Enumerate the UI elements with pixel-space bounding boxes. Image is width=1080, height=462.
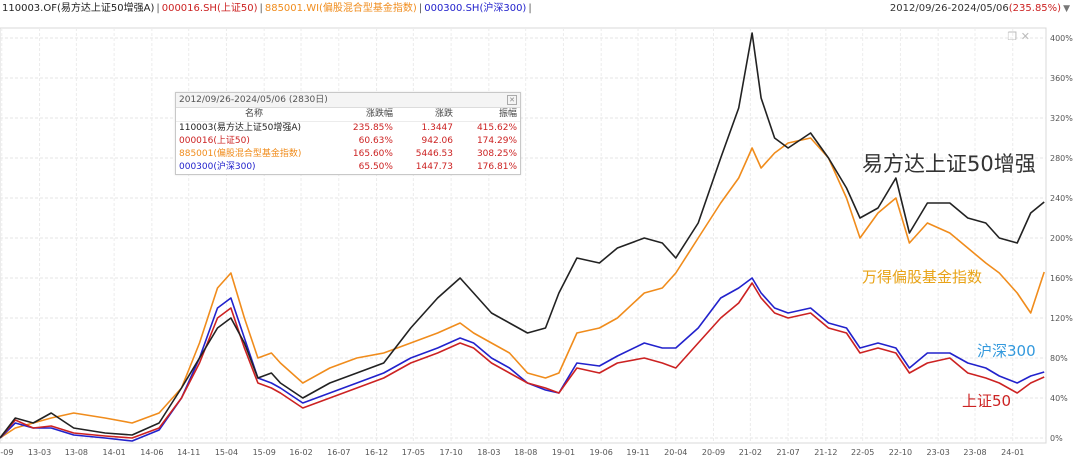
series-line xyxy=(0,32,1045,439)
x-tick-label: 16-02 xyxy=(289,448,312,457)
chart-window-controls: ❐ ✕ xyxy=(1007,30,1030,43)
x-tick-label: 14-11 xyxy=(177,448,200,457)
x-tick-label: 12-09 xyxy=(0,448,13,457)
row-name: 885001(偏股混合型基金指数) xyxy=(179,149,302,159)
x-tick-label: 23-03 xyxy=(927,448,950,457)
row-change: 1.3447 xyxy=(421,123,454,133)
row-amplitude: 415.62% xyxy=(476,123,517,133)
y-tick-label: 240% xyxy=(1050,194,1073,203)
legend-item-110003[interactable]: 110003.OF(易方达上证50增强A) xyxy=(2,3,155,14)
table-row[interactable]: 000300(沪深300) 65.50% 1447.73 176.81% xyxy=(176,161,520,174)
date-range-text: 2012/09/26-2024/05/06 xyxy=(889,3,1009,14)
y-tick-label: 0% xyxy=(1050,434,1063,443)
x-tick-label: 14-06 xyxy=(140,448,163,457)
row-name: 000016(上证50) xyxy=(179,136,250,146)
annotation-csi300: 沪深300 xyxy=(977,342,1036,360)
stats-panel: 2012/09/26-2024/05/06 (2830日) ✕ 名称 涨跌幅 涨… xyxy=(175,92,521,175)
annotation-fund: 易方达上证50增强 xyxy=(862,152,1036,176)
x-tick-label: 17-05 xyxy=(402,448,425,457)
date-range-selector[interactable]: 2012/09/26-2024/05/06(235.85%) ▼ xyxy=(890,0,1070,18)
y-tick-label: 400% xyxy=(1050,34,1073,43)
plot-area xyxy=(0,27,1047,444)
x-tick-label: 13-03 xyxy=(28,448,51,457)
x-tick-label: 17-10 xyxy=(439,448,462,457)
col-change: 涨跌 xyxy=(395,108,457,122)
y-tick-label: 120% xyxy=(1050,314,1073,323)
date-range-change: (235.85%) xyxy=(1008,3,1062,14)
x-tick-label: 19-11 xyxy=(626,448,649,457)
x-tick-label: 21-02 xyxy=(739,448,762,457)
top-legend-bar: 110003.OF(易方达上证50增强A) | 000016.SH(上证50) | 88… xyxy=(0,0,1080,18)
table-row[interactable]: 110003(易方达上证50增强A) 235.85% 1.3447 415.62… xyxy=(176,122,520,136)
row-name: 000300(沪深300) xyxy=(179,162,256,172)
y-tick-label: 40% xyxy=(1050,394,1068,403)
restore-icon[interactable]: ❐ xyxy=(1007,30,1018,43)
row-name: 110003(易方达上证50增强A) xyxy=(179,123,301,133)
x-tick-label: 13-08 xyxy=(65,448,88,457)
x-tick-label: 22-10 xyxy=(889,448,912,457)
close-icon[interactable]: ✕ xyxy=(507,95,517,105)
row-change-pct: 60.63% xyxy=(358,136,393,146)
stats-table: 名称 涨跌幅 涨跌 振幅 110003(易方达上证50增强A) 235.85% … xyxy=(176,108,520,174)
stats-panel-header: 2012/09/26-2024/05/06 (2830日) ✕ xyxy=(176,93,520,108)
series-line xyxy=(0,137,1045,439)
x-tick-label: 19-01 xyxy=(552,448,575,457)
legend-item-885001[interactable]: 885001.WI(偏股混合型基金指数) xyxy=(264,3,417,14)
x-tick-label: 24-01 xyxy=(1001,448,1024,457)
row-change: 1447.73 xyxy=(415,162,454,172)
stats-table-header: 名称 涨跌幅 涨跌 振幅 xyxy=(176,108,520,122)
x-tick-label: 16-07 xyxy=(327,448,350,457)
legend-separator: | xyxy=(259,3,263,14)
x-tick-label: 21-12 xyxy=(814,448,837,457)
x-tick-label: 20-09 xyxy=(702,448,725,457)
row-amplitude: 174.29% xyxy=(476,136,517,146)
x-tick-label: 15-04 xyxy=(215,448,238,457)
row-amplitude: 176.81% xyxy=(476,162,517,172)
stats-panel-title: 2012/09/26-2024/05/06 (2830日) xyxy=(179,95,328,105)
x-tick-label: 14-01 xyxy=(103,448,126,457)
row-change-pct: 165.60% xyxy=(352,149,393,159)
legend-separator: | xyxy=(156,3,160,14)
y-tick-label: 80% xyxy=(1050,354,1068,363)
legend-item-000300[interactable]: 000300.SH(沪深300) xyxy=(424,3,527,14)
row-change-pct: 65.50% xyxy=(358,162,393,172)
x-tick-label: 21-07 xyxy=(776,448,799,457)
row-change: 5446.53 xyxy=(415,149,454,159)
table-row[interactable]: 885001(偏股混合型基金指数) 165.60% 5446.53 308.25… xyxy=(176,148,520,161)
y-tick-label: 200% xyxy=(1050,234,1073,243)
x-tick-label: 22-05 xyxy=(851,448,874,457)
col-name: 名称 xyxy=(176,108,332,122)
x-tick-label: 16-12 xyxy=(365,448,388,457)
annotation-sse50: 上证50 xyxy=(962,392,1012,410)
legend-separator: | xyxy=(418,3,423,14)
x-tick-label: 18-08 xyxy=(514,448,537,457)
x-tick-label: 20-04 xyxy=(664,448,687,457)
y-tick-label: 280% xyxy=(1050,154,1073,163)
y-tick-label: 320% xyxy=(1050,114,1073,123)
x-tick-label: 18-03 xyxy=(477,448,500,457)
row-amplitude: 308.25% xyxy=(476,149,517,159)
legend-separator: | xyxy=(528,3,532,14)
table-row[interactable]: 000016(上证50) 60.63% 942.06 174.29% xyxy=(176,135,520,148)
y-tick-label: 360% xyxy=(1050,74,1073,83)
x-tick-label: 19-06 xyxy=(590,448,613,457)
row-change-pct: 235.85% xyxy=(352,123,393,133)
col-amplitude: 振幅 xyxy=(456,108,520,122)
series-legend: 110003.OF(易方达上证50增强A) | 000016.SH(上证50) | 88… xyxy=(2,0,534,18)
legend-item-000016[interactable]: 000016.SH(上证50) xyxy=(161,3,258,14)
annotation-equity-fund-index: 万得偏股基金指数 xyxy=(862,268,983,286)
close-icon[interactable]: ✕ xyxy=(1020,30,1030,43)
x-tick-label: 23-08 xyxy=(963,448,986,457)
y-tick-label: 160% xyxy=(1050,274,1073,283)
dropdown-arrow-icon[interactable]: ▼ xyxy=(1063,4,1070,14)
line-chart: 0% 40% 80% 120% 160% 200% 240% 280% 320% 360% 400%… xyxy=(0,27,1073,457)
col-change-pct: 涨跌幅 xyxy=(332,108,396,122)
row-change: 942.06 xyxy=(421,136,454,146)
x-tick-label: 15-09 xyxy=(253,448,276,457)
